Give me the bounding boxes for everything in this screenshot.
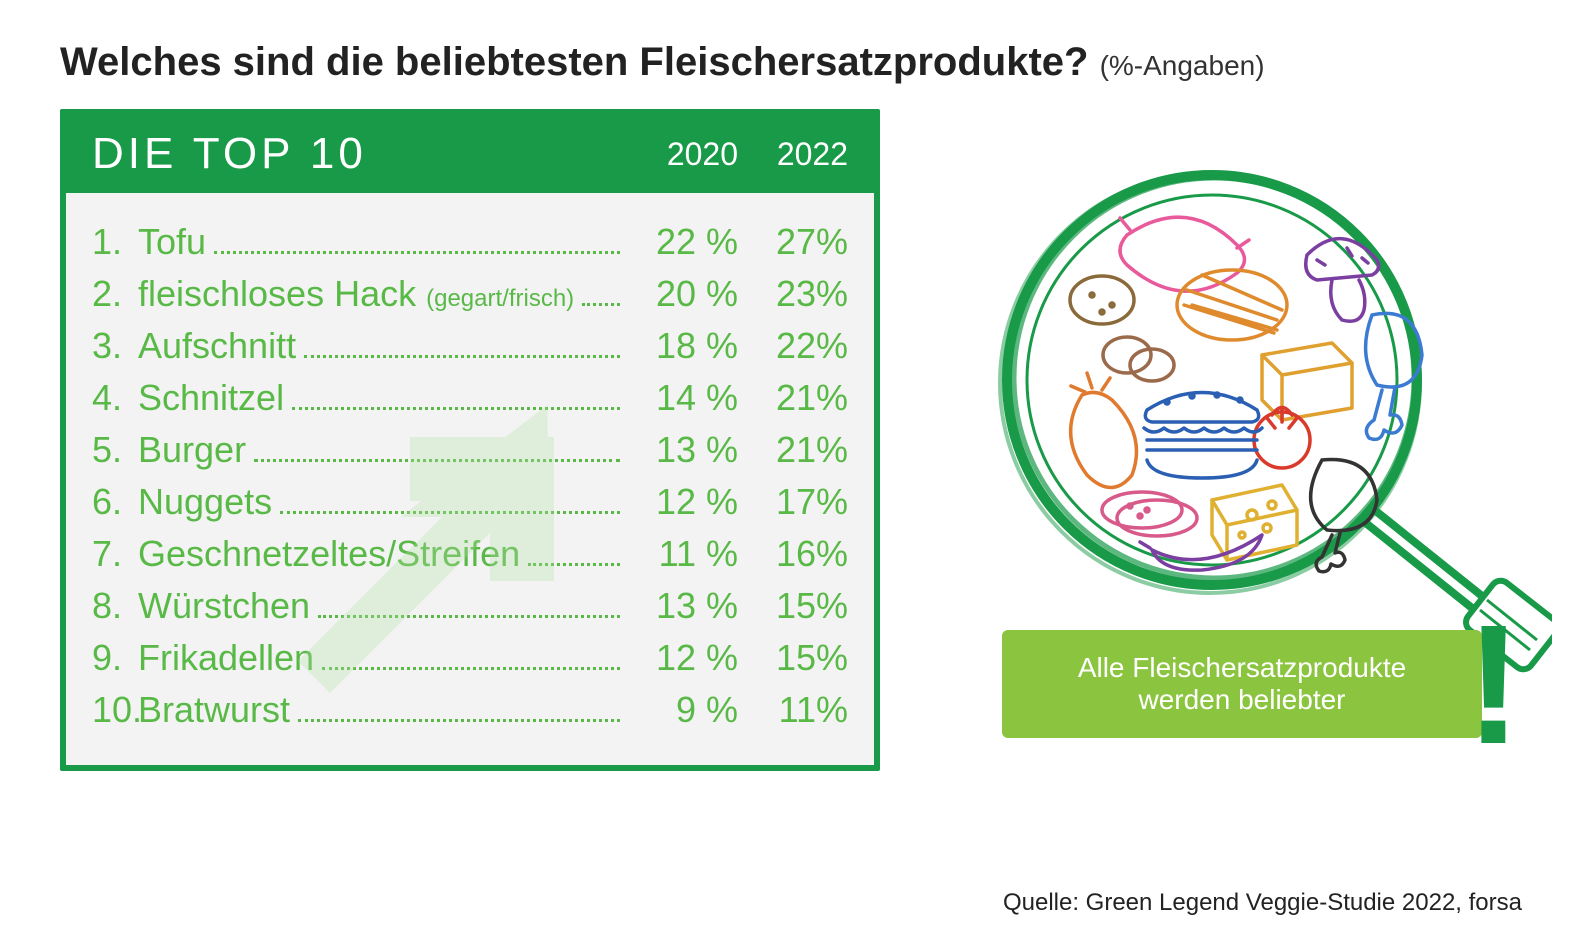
- row-rank: 10.: [92, 689, 138, 731]
- row-value-2022: 21%: [738, 377, 848, 419]
- row-dots: [582, 303, 620, 306]
- table-row: 10.Bratwurst 9 %11%: [92, 689, 848, 731]
- column-header-2022: 2022: [738, 136, 848, 173]
- page-title: Welches sind die beliebtesten Fleischers…: [60, 40, 1532, 85]
- row-value-2022: 17%: [738, 481, 848, 523]
- row-value-2020: 13 %: [628, 429, 738, 471]
- table-row: 3.Aufschnitt 18 %22%: [92, 325, 848, 367]
- row-rank: 6.: [92, 481, 138, 523]
- meatball-icon: [1103, 337, 1174, 381]
- row-rank: 7.: [92, 533, 138, 575]
- row-label: Würstchen: [138, 585, 310, 627]
- source-line: Quelle: Green Legend Veggie-Studie 2022,…: [1003, 889, 1522, 917]
- table-row: 5.Burger 13 %21%: [92, 429, 848, 471]
- eggplant-icon: [1071, 373, 1137, 488]
- panel-rows: 1.Tofu 22 %27% 2.fleischloses Hack (gegart…: [66, 193, 874, 765]
- column-header-2020: 2020: [628, 136, 738, 173]
- row-rank: 9.: [92, 637, 138, 679]
- row-dots: [254, 459, 620, 462]
- row-label: Nuggets: [138, 481, 272, 523]
- row-rank: 2.: [92, 273, 138, 315]
- table-row: 7.Geschnetzeltes/Streifen 11 %16%: [92, 533, 848, 575]
- callout-text: Alle Fleischersatzprodukte werden belieb…: [1078, 652, 1406, 715]
- table-row: 6.Nuggets 12 %17%: [92, 481, 848, 523]
- row-value-2020: 20 %: [628, 273, 738, 315]
- row-value-2020: 22 %: [628, 221, 738, 263]
- row-rank: 3.: [92, 325, 138, 367]
- burger-icon: [1144, 393, 1262, 479]
- row-label: Geschnetzeltes/Streifen: [138, 533, 520, 575]
- row-rank: 1.: [92, 221, 138, 263]
- row-label: fleischloses Hack (gegart/frisch): [138, 273, 574, 315]
- table-row: 8.Würstchen 13 %15%: [92, 585, 848, 627]
- row-label: Tofu: [138, 221, 206, 263]
- row-value-2020: 13 %: [628, 585, 738, 627]
- row-value-2020: 18 %: [628, 325, 738, 367]
- top10-panel: DIE TOP 10 2020 2022 1.Tofu 22 %27% 2.flei…: [60, 109, 880, 771]
- table-row: 9.Frikadellen 12 %15%: [92, 637, 848, 679]
- row-value-2020: 12 %: [628, 637, 738, 679]
- table-row: 1.Tofu 22 %27%: [92, 221, 848, 263]
- row-value-2022: 23%: [738, 273, 848, 315]
- row-label: Frikadellen: [138, 637, 314, 679]
- row-label: Schnitzel: [138, 377, 284, 419]
- row-rank: 4.: [92, 377, 138, 419]
- potato-icon: [1070, 276, 1134, 324]
- row-dots: [292, 407, 620, 410]
- row-value-2020: 11 %: [628, 533, 738, 575]
- row-dots: [322, 667, 620, 670]
- row-dots: [214, 251, 620, 254]
- title-sub: (%-Angaben): [1100, 50, 1265, 81]
- row-dots: [298, 719, 620, 722]
- magnifier-ring-icon: [1000, 173, 1420, 593]
- exclamation-icon: !: [1465, 600, 1522, 770]
- magnifier-illustration: [952, 140, 1552, 700]
- sausage-icon: [1120, 217, 1249, 291]
- row-value-2022: 27%: [738, 221, 848, 263]
- steak-icon: [1177, 270, 1287, 340]
- row-value-2022: 11%: [738, 689, 848, 731]
- row-value-2022: 21%: [738, 429, 848, 471]
- row-dots: [528, 563, 620, 566]
- row-note: (gegart/frisch): [426, 285, 574, 312]
- row-label: Burger: [138, 429, 246, 471]
- row-dots: [318, 615, 620, 618]
- row-value-2022: 16%: [738, 533, 848, 575]
- row-value-2022: 22%: [738, 325, 848, 367]
- row-value-2020: 9 %: [628, 689, 738, 731]
- row-value-2020: 12 %: [628, 481, 738, 523]
- table-row: 4.Schnitzel 14 %21%: [92, 377, 848, 419]
- row-value-2022: 15%: [738, 637, 848, 679]
- row-value-2020: 14 %: [628, 377, 738, 419]
- row-label: Bratwurst: [138, 689, 290, 731]
- row-rank: 5.: [92, 429, 138, 471]
- panel-header: DIE TOP 10 2020 2022: [66, 115, 874, 193]
- panel-header-title: DIE TOP 10: [92, 129, 628, 179]
- row-dots: [304, 355, 620, 358]
- row-rank: 8.: [92, 585, 138, 627]
- title-main: Welches sind die beliebtesten Fleischers…: [60, 40, 1088, 84]
- row-label: Aufschnitt: [138, 325, 296, 367]
- row-dots: [280, 511, 620, 514]
- row-value-2022: 15%: [738, 585, 848, 627]
- callout-box: Alle Fleischersatzprodukte werden belieb…: [1002, 630, 1482, 738]
- table-row: 2.fleischloses Hack (gegart/frisch) 20 %2…: [92, 273, 848, 315]
- salami-icon: [1102, 492, 1197, 536]
